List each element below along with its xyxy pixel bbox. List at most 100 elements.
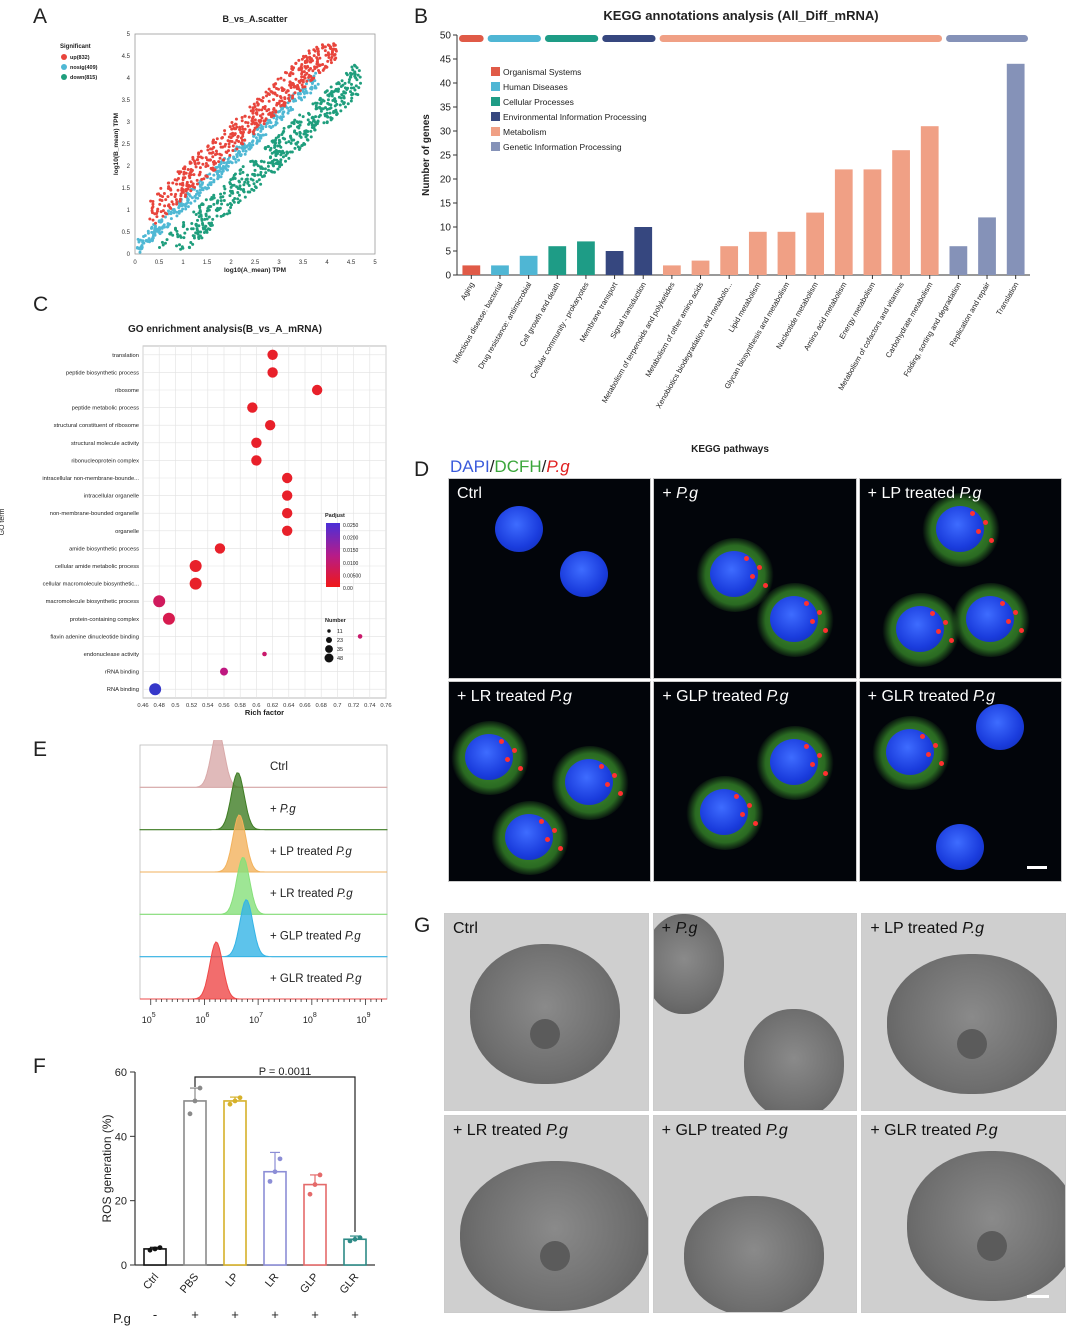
- pg-signal: [512, 748, 517, 753]
- y-tick-label: 5: [445, 247, 451, 258]
- point: [318, 56, 322, 60]
- point: [293, 91, 297, 95]
- point: [206, 145, 210, 149]
- point: [291, 96, 295, 100]
- series-label: + GLR treated P.g: [270, 973, 362, 985]
- y-tick-label: intracellular non-membrane-bounde...: [42, 476, 139, 482]
- point: [158, 232, 162, 236]
- point: [234, 122, 238, 126]
- point: [173, 226, 177, 230]
- pg-signal: [744, 556, 750, 561]
- point: [165, 212, 169, 216]
- bubble: [281, 490, 293, 501]
- point: [322, 67, 326, 71]
- point: [163, 204, 167, 208]
- point: [286, 106, 290, 110]
- y-tick-label: 60: [115, 1067, 127, 1079]
- pg-signal: [810, 619, 816, 624]
- point: [212, 173, 216, 177]
- point: [276, 87, 280, 91]
- point: [252, 102, 256, 106]
- stain-pg: P.g: [546, 457, 570, 476]
- point: [279, 153, 283, 157]
- legend-label: Cellular Processes: [503, 97, 574, 107]
- point: [270, 90, 274, 94]
- point: [261, 133, 265, 137]
- point: [194, 223, 198, 227]
- bar: [892, 150, 910, 275]
- point: [350, 93, 354, 97]
- pg-signal: [919, 734, 925, 739]
- point: [185, 182, 189, 186]
- x-tick-label: Folding, sorting and degradation: [902, 281, 964, 379]
- image-label: Ctrl: [457, 485, 482, 502]
- point: [316, 119, 320, 123]
- y-tick-label: 4: [127, 76, 131, 82]
- point: [221, 213, 225, 217]
- point: [188, 194, 192, 198]
- point: [198, 234, 202, 238]
- point: [220, 202, 224, 206]
- x-tick-label: 0.72: [348, 703, 359, 709]
- point: [188, 176, 192, 180]
- y-tick-label: 5: [127, 32, 131, 38]
- point: [359, 81, 363, 85]
- stain-dapi: DAPI: [450, 457, 490, 476]
- point: [217, 163, 221, 167]
- point: [324, 90, 328, 94]
- point: [303, 73, 307, 77]
- point: [288, 81, 292, 85]
- point: [222, 158, 226, 162]
- point: [290, 138, 294, 142]
- point: [291, 68, 295, 72]
- point: [159, 210, 163, 214]
- bubble: [281, 508, 293, 519]
- point: [195, 158, 199, 162]
- bar: [748, 231, 767, 275]
- point: [156, 207, 160, 211]
- padj-colorbar: [326, 523, 340, 587]
- legend-label: up(832): [70, 55, 90, 61]
- point: [250, 187, 254, 191]
- point: [169, 188, 173, 192]
- point: [293, 146, 297, 150]
- panel-label-f: F: [33, 1055, 46, 1078]
- bar: [183, 1100, 207, 1266]
- cell-body: [470, 944, 620, 1084]
- bubble: [357, 634, 363, 639]
- point: [357, 69, 361, 73]
- point: [200, 202, 204, 206]
- point: [166, 181, 170, 185]
- point: [254, 159, 258, 163]
- x-tick-label: 0.54: [202, 703, 214, 709]
- point: [300, 98, 304, 102]
- point: [330, 49, 334, 53]
- pg-signal: [740, 812, 746, 817]
- point: [151, 205, 155, 209]
- point: [284, 141, 288, 145]
- point: [240, 116, 244, 120]
- point: [246, 190, 250, 194]
- legend-title: Significant: [60, 44, 91, 50]
- series-label: + LP treated P.g: [270, 846, 352, 858]
- point: [178, 209, 182, 213]
- point: [290, 121, 294, 125]
- point: [204, 212, 208, 216]
- bar: [949, 246, 968, 275]
- point: [160, 199, 164, 203]
- point: [350, 65, 354, 69]
- point: [169, 217, 173, 221]
- point: [276, 77, 280, 81]
- padj-tick: 0.00: [343, 586, 353, 592]
- point: [149, 226, 153, 230]
- pg-signal: [988, 538, 994, 543]
- point: [196, 218, 200, 222]
- point: [232, 155, 236, 159]
- point: [314, 71, 318, 75]
- point: [141, 239, 145, 243]
- point: [330, 116, 334, 120]
- bar: [143, 1248, 167, 1266]
- cell-nucleus: [935, 824, 984, 870]
- point: [163, 241, 167, 245]
- point: [312, 119, 316, 123]
